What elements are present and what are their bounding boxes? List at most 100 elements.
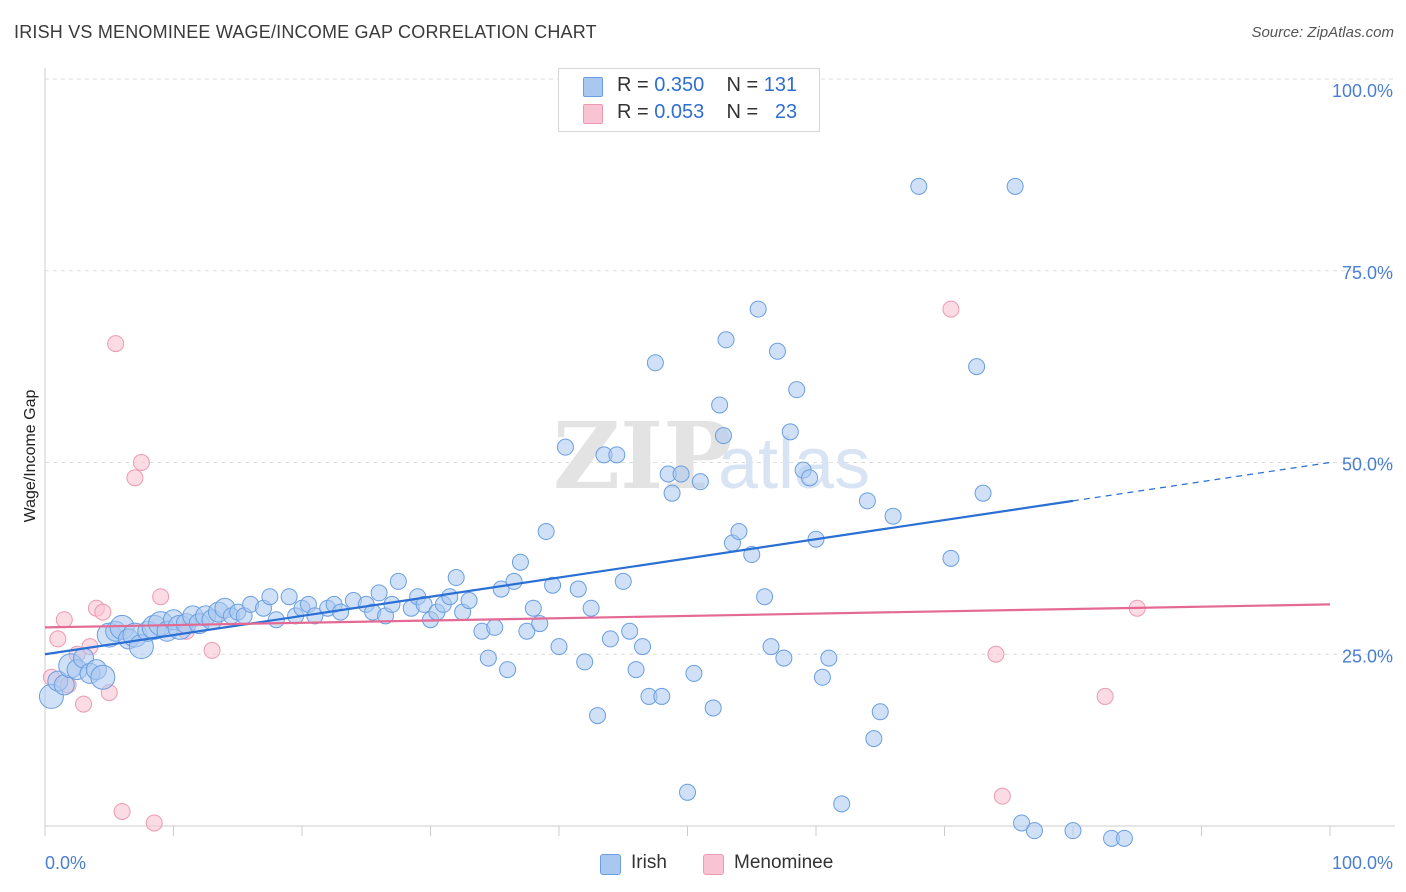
irish-point	[505, 572, 523, 590]
irish-point	[756, 588, 774, 606]
irish-point	[589, 707, 607, 725]
irish-point	[441, 588, 459, 606]
menominee-point	[55, 611, 73, 629]
irish-point	[499, 661, 517, 679]
irish-point	[717, 331, 735, 349]
irish-point	[801, 469, 819, 487]
irish-n-value: 131	[763, 74, 798, 96]
irish-point	[663, 484, 681, 502]
irish-point	[370, 584, 388, 602]
irish-point	[768, 342, 786, 360]
x-tick-label: 100.0%	[1332, 853, 1393, 873]
irish-point	[486, 618, 504, 636]
irish-point	[280, 588, 298, 606]
irish-point	[730, 523, 748, 541]
menominee-point	[75, 695, 93, 713]
irish-point	[614, 572, 632, 590]
x-tick-label: 0.0%	[45, 853, 86, 873]
irish-point	[749, 300, 767, 318]
menominee-point	[942, 300, 960, 318]
irish-point	[518, 622, 536, 640]
menominee-trend-line	[44, 603, 1331, 629]
irish-point	[679, 783, 696, 801]
irish-point	[865, 730, 883, 748]
irish-point	[524, 599, 542, 617]
irish-legend-swatch	[600, 854, 621, 875]
irish-point	[1064, 822, 1082, 840]
menominee-point	[1096, 687, 1114, 705]
irish-point	[704, 699, 722, 717]
irish-point	[775, 649, 793, 667]
chart-title: IRISH VS MENOMINEE WAGE/INCOME GAP CORRE…	[14, 22, 597, 42]
tick-labels: 100.0% 75.0% 50.0% 25.0% 0.0% 100.0%	[45, 81, 1393, 873]
irish-point	[762, 638, 780, 656]
menominee-point	[94, 603, 112, 621]
irish-point	[415, 595, 433, 613]
irish-point	[711, 396, 729, 414]
trend-lines	[44, 461, 1331, 656]
irish-trend-line	[44, 499, 1074, 656]
irish-point	[743, 546, 761, 564]
irish-point	[1025, 822, 1043, 840]
menominee-legend-swatch	[703, 854, 724, 875]
irish-point	[1006, 177, 1024, 195]
irish-point	[833, 795, 851, 813]
irish-point	[691, 473, 709, 491]
irish-point	[685, 664, 703, 682]
menominee-point	[987, 645, 1005, 663]
y-tick-label: 50.0%	[1342, 455, 1393, 475]
irish-point	[1115, 829, 1133, 847]
irish-point	[479, 649, 497, 667]
stats-legend: R = 0.350 N = 131 R = 0.053 N = 23	[558, 68, 820, 132]
irish-point	[781, 423, 799, 441]
irish-series	[38, 177, 1133, 847]
menominee-legend-label: Menominee	[734, 852, 834, 873]
menominee-n-label: N =	[726, 101, 764, 123]
irish-point	[884, 507, 902, 525]
irish-point	[90, 664, 116, 690]
menominee-point	[152, 588, 170, 606]
irish-legend-label: Irish	[631, 852, 667, 873]
irish-point	[460, 592, 478, 610]
irish-point	[871, 703, 889, 721]
irish-point	[813, 668, 831, 686]
grid-lines	[45, 78, 1395, 655]
irish-n-label: N =	[726, 74, 764, 96]
irish-point	[556, 438, 574, 456]
menominee-point	[113, 802, 131, 820]
irish-point	[968, 358, 986, 376]
irish-point	[601, 630, 619, 648]
menominee-point	[145, 814, 163, 832]
y-tick-label: 75.0%	[1342, 263, 1393, 283]
irish-point	[621, 622, 639, 640]
source-label: Source: ZipAtlas.com	[1251, 24, 1394, 41]
irish-trend-extension	[1072, 461, 1331, 502]
irish-point	[1013, 814, 1031, 832]
irish-swatch	[583, 77, 603, 97]
menominee-r-value: 0.053	[654, 101, 705, 123]
menominee-point	[49, 630, 67, 648]
menominee-point	[126, 469, 144, 487]
irish-point	[646, 354, 664, 372]
menominee-point	[132, 454, 150, 471]
irish-point	[544, 576, 562, 594]
menominee-swatch	[583, 104, 603, 124]
irish-point	[550, 638, 568, 656]
irish-point	[569, 580, 587, 598]
irish-point	[672, 465, 690, 483]
irish-point	[608, 446, 626, 464]
irish-point	[942, 549, 960, 567]
irish-point	[511, 553, 529, 571]
menominee-point	[203, 641, 221, 659]
watermark-zip: ZIP	[553, 402, 732, 510]
irish-point	[714, 427, 732, 445]
menominee-point	[993, 787, 1011, 805]
menominee-n-value: 23	[774, 101, 798, 123]
menominee-point	[107, 335, 125, 353]
y-axis-label: Wage/Income Gap	[22, 390, 39, 523]
irish-r-value: 0.350	[654, 74, 705, 96]
irish-point	[653, 687, 671, 705]
irish-point	[820, 649, 838, 667]
irish-point	[910, 177, 928, 195]
